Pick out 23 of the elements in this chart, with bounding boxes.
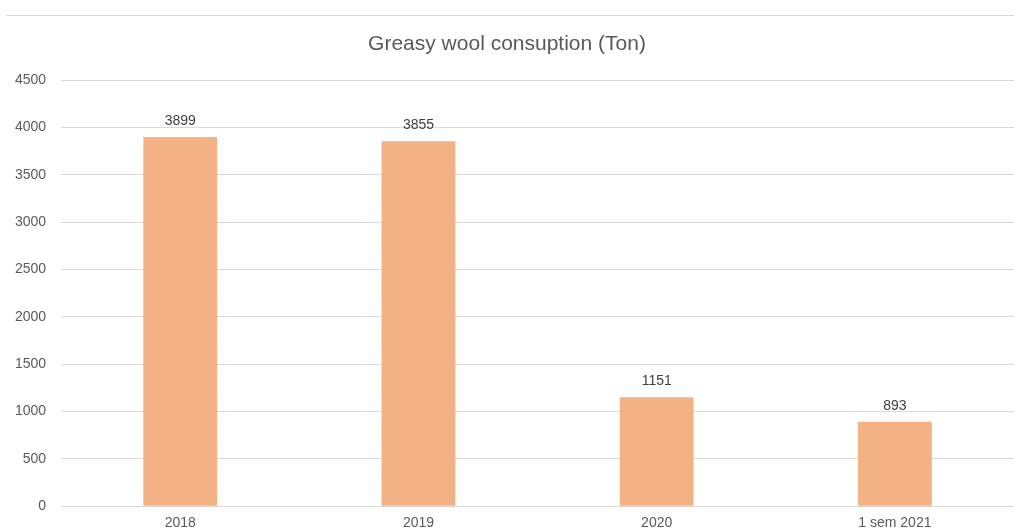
chart-title: Greasy wool consuption (Ton) <box>368 31 646 55</box>
data-label: 3899 <box>164 111 197 128</box>
y-tick-label: 3000 <box>14 213 47 230</box>
x-tick-label: 2020 <box>641 514 673 531</box>
y-tick-label: 3500 <box>14 165 47 182</box>
data-label: 1151 <box>641 372 672 389</box>
x-tick-label: 2019 <box>402 514 435 531</box>
data-label: 3855 <box>402 116 435 133</box>
bar <box>143 137 218 506</box>
y-tick-label: 2000 <box>14 307 47 324</box>
y-tick-label: 4000 <box>14 118 47 135</box>
y-tick-label: 1500 <box>14 355 47 372</box>
y-tick-label: 2500 <box>14 260 47 277</box>
x-tick-label: 2018 <box>164 514 197 531</box>
y-tick-label: 4500 <box>14 71 47 88</box>
y-tick-label: 1000 <box>14 402 47 419</box>
y-tick-label: 500 <box>22 449 47 466</box>
bar <box>619 397 694 506</box>
bar <box>857 421 932 506</box>
bar <box>381 141 456 506</box>
x-tick-label: 1 sem 2021 <box>858 514 932 531</box>
data-label: 893 <box>883 396 907 413</box>
y-tick-label: 0 <box>38 497 47 514</box>
